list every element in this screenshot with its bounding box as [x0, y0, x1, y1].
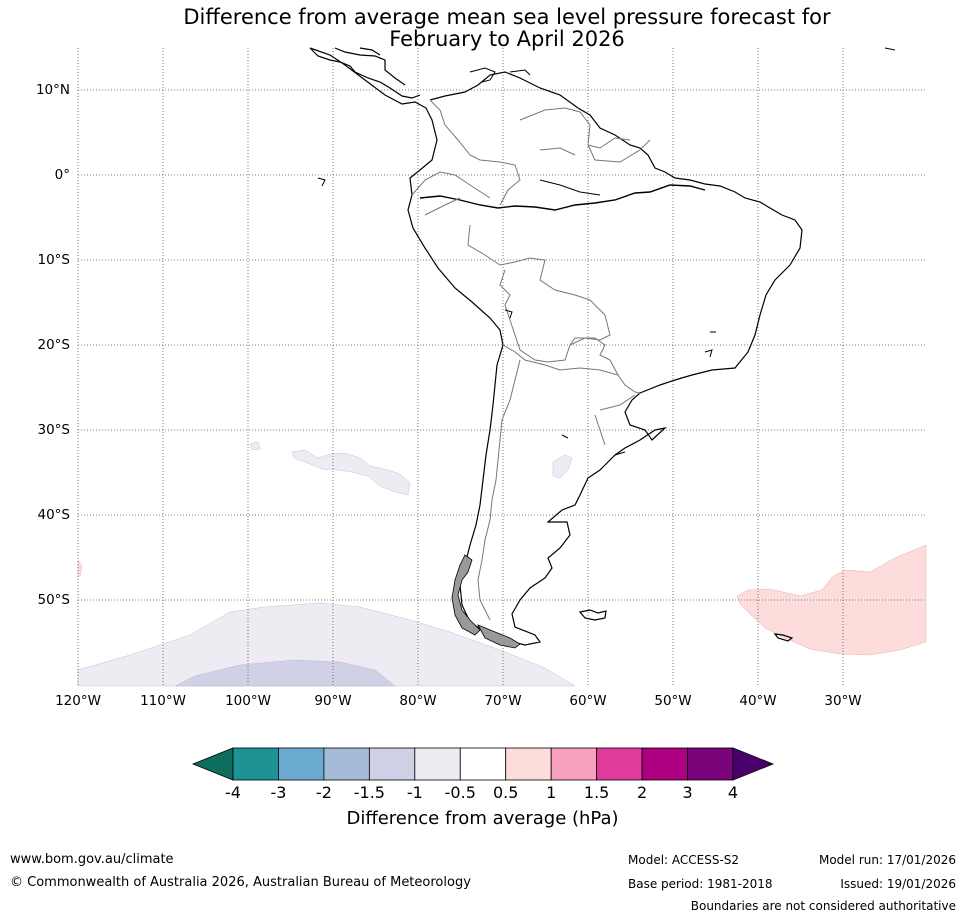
caribbean-islands: [469, 47, 896, 83]
colorbar-segments: [191, 747, 775, 781]
colorbar-segment: [550, 747, 598, 781]
map-plot: [77, 47, 927, 687]
south-georgia: [773, 633, 794, 642]
lon-label-120w: 120°W: [55, 693, 101, 709]
galapagos-islands: [317, 177, 326, 187]
lat-label-40s: 40°S: [37, 507, 71, 523]
colorbar-segment: [232, 747, 279, 781]
colorbar-tick-label: -1: [406, 783, 423, 802]
colorbar-tick-label: 2: [636, 783, 648, 802]
map-title-line-2: February to April 2026: [389, 27, 625, 51]
lon-label-40w: 40°W: [739, 693, 777, 709]
graticule: [77, 48, 926, 686]
lat-label-30s: 30°S: [37, 422, 71, 438]
anomaly-region-pacific-negative-small: [249, 441, 261, 451]
colorbar-tick-label: -2: [315, 783, 332, 802]
lon-label-100w: 100°W: [225, 693, 271, 709]
anomaly-region-west-edge-positive: [77, 559, 83, 577]
colorbar-segment: [505, 747, 552, 781]
lon-label-110w: 110°W: [140, 693, 186, 709]
south-america-coastline: [309, 47, 803, 646]
footer-website: www.bom.gov.au/climate: [10, 852, 174, 867]
lon-label-70w: 70°W: [484, 693, 522, 709]
patagonia-fjords: [451, 554, 521, 649]
amazon-tributary: [539, 179, 601, 196]
colorbar-segment: [414, 747, 461, 781]
footer-copyright: © Commonwealth of Australia 2026, Austra…: [10, 875, 471, 890]
anomaly-region-atlantic-negative-small: [552, 454, 573, 479]
colorbar-tick-label: 0.5: [492, 783, 519, 802]
footer-model: Model: ACCESS-S2: [628, 853, 740, 867]
lon-label-30w: 30°W: [824, 693, 862, 709]
colorbar-tick-label: 1: [546, 783, 557, 802]
colorbar-tick-label: -1.5: [353, 783, 385, 802]
colorbar-segment: [596, 747, 643, 781]
colorbar-segment: [641, 747, 688, 781]
central-america-coastline: [309, 47, 421, 99]
footer-base-period: Base period: 1981-2018: [628, 877, 773, 891]
map-title-line-1: Difference from average mean sea level p…: [183, 5, 831, 29]
colorbar-segment: [368, 747, 416, 781]
lakes: [504, 309, 716, 456]
colorbar-tick-label: -3: [270, 783, 287, 802]
colorbar-segment: [459, 747, 507, 781]
lon-label-80w: 80°W: [399, 693, 437, 709]
falkland-islands: [578, 609, 607, 621]
colorbar-tick-label: -4: [225, 783, 241, 802]
anomaly-region-central-pacific-negative: [291, 449, 411, 496]
anomaly-region-southern-pacific-core: [174, 659, 396, 687]
footer-model-run: Model run: 17/01/2026: [818, 853, 956, 867]
colorbar-extend-high: [732, 747, 775, 781]
colorbar-segment: [687, 747, 734, 781]
lat-label-0: 0°: [54, 167, 70, 183]
colorbar-tick-label: 4: [727, 783, 739, 802]
colorbar-segment: [278, 747, 325, 781]
lon-label-60w: 60°W: [569, 693, 607, 709]
colorbar-tick-label: 1.5: [583, 783, 610, 802]
lat-label-10s: 10°S: [37, 252, 71, 268]
colorbar-tick-label: 3: [682, 783, 693, 802]
lat-label-10n: 10°N: [35, 82, 70, 98]
colorbar-segment: [323, 747, 370, 781]
lon-label-50w: 50°W: [654, 693, 692, 709]
footer-issued: Issued: 19/01/2026: [840, 877, 956, 891]
country-borders: [411, 99, 651, 621]
lat-label-50s: 50°S: [37, 592, 71, 608]
colorbar-label: Difference from average (hPa): [346, 808, 619, 829]
anomaly-region-southern-pacific-negative: [77, 602, 576, 687]
lat-label-20s: 20°S: [37, 337, 71, 353]
amazon-river: [419, 184, 706, 211]
colorbar-extend-low: [191, 747, 234, 781]
lon-label-90w: 90°W: [314, 693, 352, 709]
footer-disclaimer: Boundaries are not considered authoritat…: [690, 899, 956, 913]
colorbar-tick-label: -0.5: [444, 783, 476, 802]
